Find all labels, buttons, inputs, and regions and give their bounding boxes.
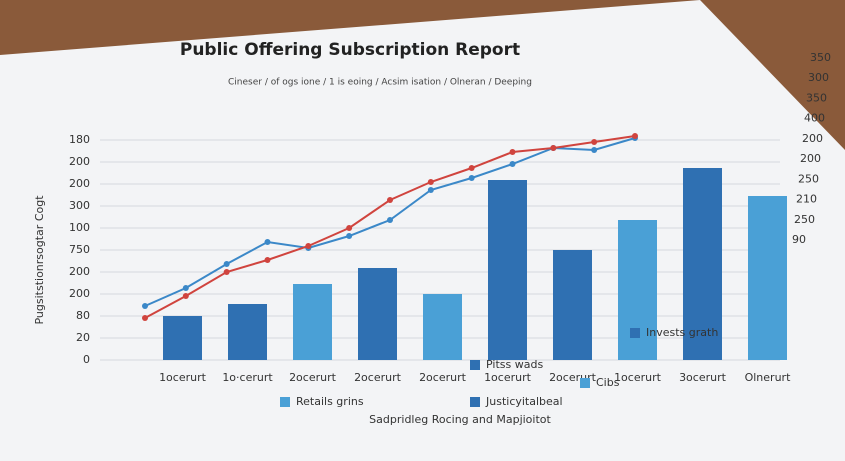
x-tick-label: 2ocerurt: [289, 371, 337, 384]
y2-tick-label: 250: [794, 213, 815, 226]
bar: [553, 250, 592, 360]
y2-tick-label: 250: [798, 172, 819, 185]
bar: [488, 180, 527, 360]
legend-label: Pitss wads: [486, 358, 543, 371]
line-point: [387, 217, 393, 223]
bar: [748, 196, 787, 360]
bar: [228, 304, 267, 360]
y2-tick-label: 350: [806, 91, 827, 104]
y-tick-label: 300: [69, 199, 90, 212]
y2-tick-label: 90: [792, 233, 806, 246]
line-point: [591, 139, 598, 145]
x-tick-label: 2ocerurt: [419, 371, 467, 384]
line-point: [264, 239, 271, 245]
line-point: [223, 261, 230, 267]
bar: [163, 316, 202, 360]
line-point: [468, 165, 475, 171]
line-point: [346, 225, 353, 231]
line-point: [632, 133, 638, 139]
legend-swatch: [580, 378, 590, 388]
bar: [423, 294, 462, 360]
y-tick-label: 20: [76, 331, 90, 344]
line-point: [387, 197, 393, 203]
y-tick-label: 200: [69, 287, 90, 300]
x-tick-label: 1ocerurt: [484, 371, 532, 384]
y-tick-label: 100: [69, 221, 90, 234]
legend-swatch: [280, 397, 290, 407]
legend-label: Justicyitalbeal: [485, 395, 563, 408]
legend-label: Invests grath: [646, 326, 718, 339]
y-tick-label: 200: [69, 155, 90, 168]
y-tick-label: 200: [69, 177, 90, 190]
line-point: [182, 293, 189, 299]
y-tick-label: 0: [83, 353, 90, 366]
chart-title: Public Offering Subscription Report: [180, 40, 520, 60]
y-tick-label: 80: [76, 309, 90, 322]
bar: [293, 284, 332, 360]
footer: Sadpridleg Rocing and Mapjioitot: [369, 413, 551, 426]
x-tick-label: 2ocerurt: [354, 371, 402, 384]
bar: [358, 268, 397, 360]
line-point: [468, 175, 475, 181]
y2-tick-label: 400: [804, 112, 825, 125]
y2-tick-label: 200: [802, 132, 823, 145]
line-point: [591, 147, 598, 153]
line-point: [305, 243, 312, 249]
y2-tick-label: 200: [800, 152, 821, 165]
chart-subtitle: Cineser / of ogs ione / 1 is eoing / Acs…: [228, 78, 532, 88]
line-point: [142, 303, 148, 309]
line-point: [346, 233, 353, 239]
legend-label: Retails grins: [296, 395, 364, 408]
legend-label: Cibs: [596, 376, 620, 389]
y2-tick-label: 350: [810, 51, 831, 64]
x-tick-label: 1ocerurt: [614, 371, 662, 384]
y-tick-label: 180: [69, 133, 90, 146]
x-tick-label: 3ocerurt: [679, 371, 727, 384]
y-tick-label: 750: [69, 243, 90, 256]
legend-swatch: [630, 328, 640, 338]
y2-tick-label: 210: [796, 193, 817, 206]
line-point: [223, 269, 230, 275]
bar: [683, 168, 722, 360]
line-point: [264, 257, 271, 263]
line-point: [509, 149, 516, 155]
x-tick-label: 1ocerurt: [159, 371, 207, 384]
bar: [618, 220, 657, 360]
y-tick-label: 200: [69, 265, 90, 278]
legend-swatch: [470, 360, 480, 370]
line-point: [427, 179, 434, 185]
line-point: [550, 145, 557, 151]
line-point: [427, 187, 434, 193]
line-point: [509, 161, 516, 167]
line-point: [142, 315, 148, 321]
y2-tick-label: 300: [808, 71, 829, 84]
x-tick-label: 1o·cerurt: [222, 371, 273, 384]
y-axis-label: Pugsitstionrsogtar Cogt: [33, 195, 46, 325]
legend-swatch: [470, 397, 480, 407]
x-tick-label: Olnerurt: [745, 371, 791, 384]
line-point: [182, 285, 189, 291]
